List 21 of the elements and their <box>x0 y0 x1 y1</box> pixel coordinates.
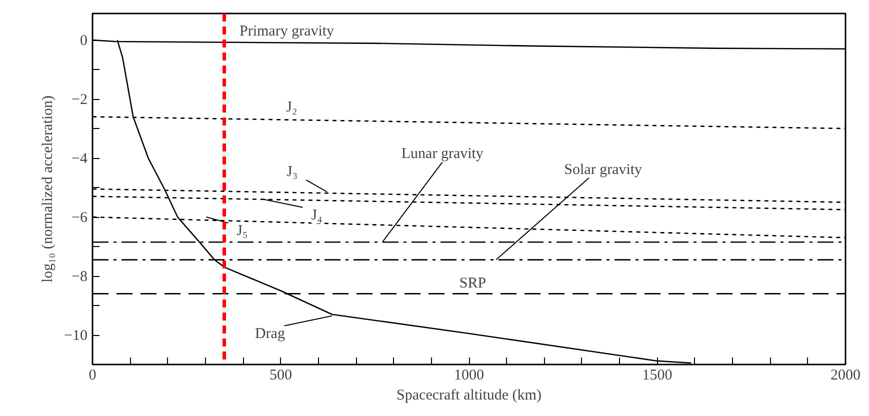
y-tick-label: −4 <box>72 151 88 168</box>
annotation: Primary gravity <box>239 23 335 40</box>
x-tick-label: 2000 <box>830 368 860 384</box>
y-tick-label: −10 <box>64 328 88 344</box>
y-axis-title: log₁₀ (normalized acceleration) <box>40 95 56 283</box>
y-tick-label: −8 <box>72 269 88 286</box>
annotation: SRP <box>459 276 486 292</box>
annotation: J₄ <box>311 207 322 224</box>
x-axis-title: Spacecraft altitude (km) <box>396 388 542 404</box>
annotation: Solar gravity <box>564 162 643 178</box>
annotation: J₅ <box>236 223 248 240</box>
annotation: J₃ <box>286 164 298 180</box>
y-tick-label: −6 <box>72 210 88 226</box>
annotation: Lunar gravity <box>401 146 484 162</box>
annotation: J₂ <box>286 100 298 116</box>
x-tick-label: 500 <box>270 368 292 384</box>
annotation: Drag <box>254 326 286 342</box>
y-tick-label: −2 <box>72 92 88 108</box>
x-tick-label: 1500 <box>642 368 672 384</box>
y-tick-label: 0 <box>80 33 88 50</box>
x-tick-label: 1000 <box>454 368 484 384</box>
